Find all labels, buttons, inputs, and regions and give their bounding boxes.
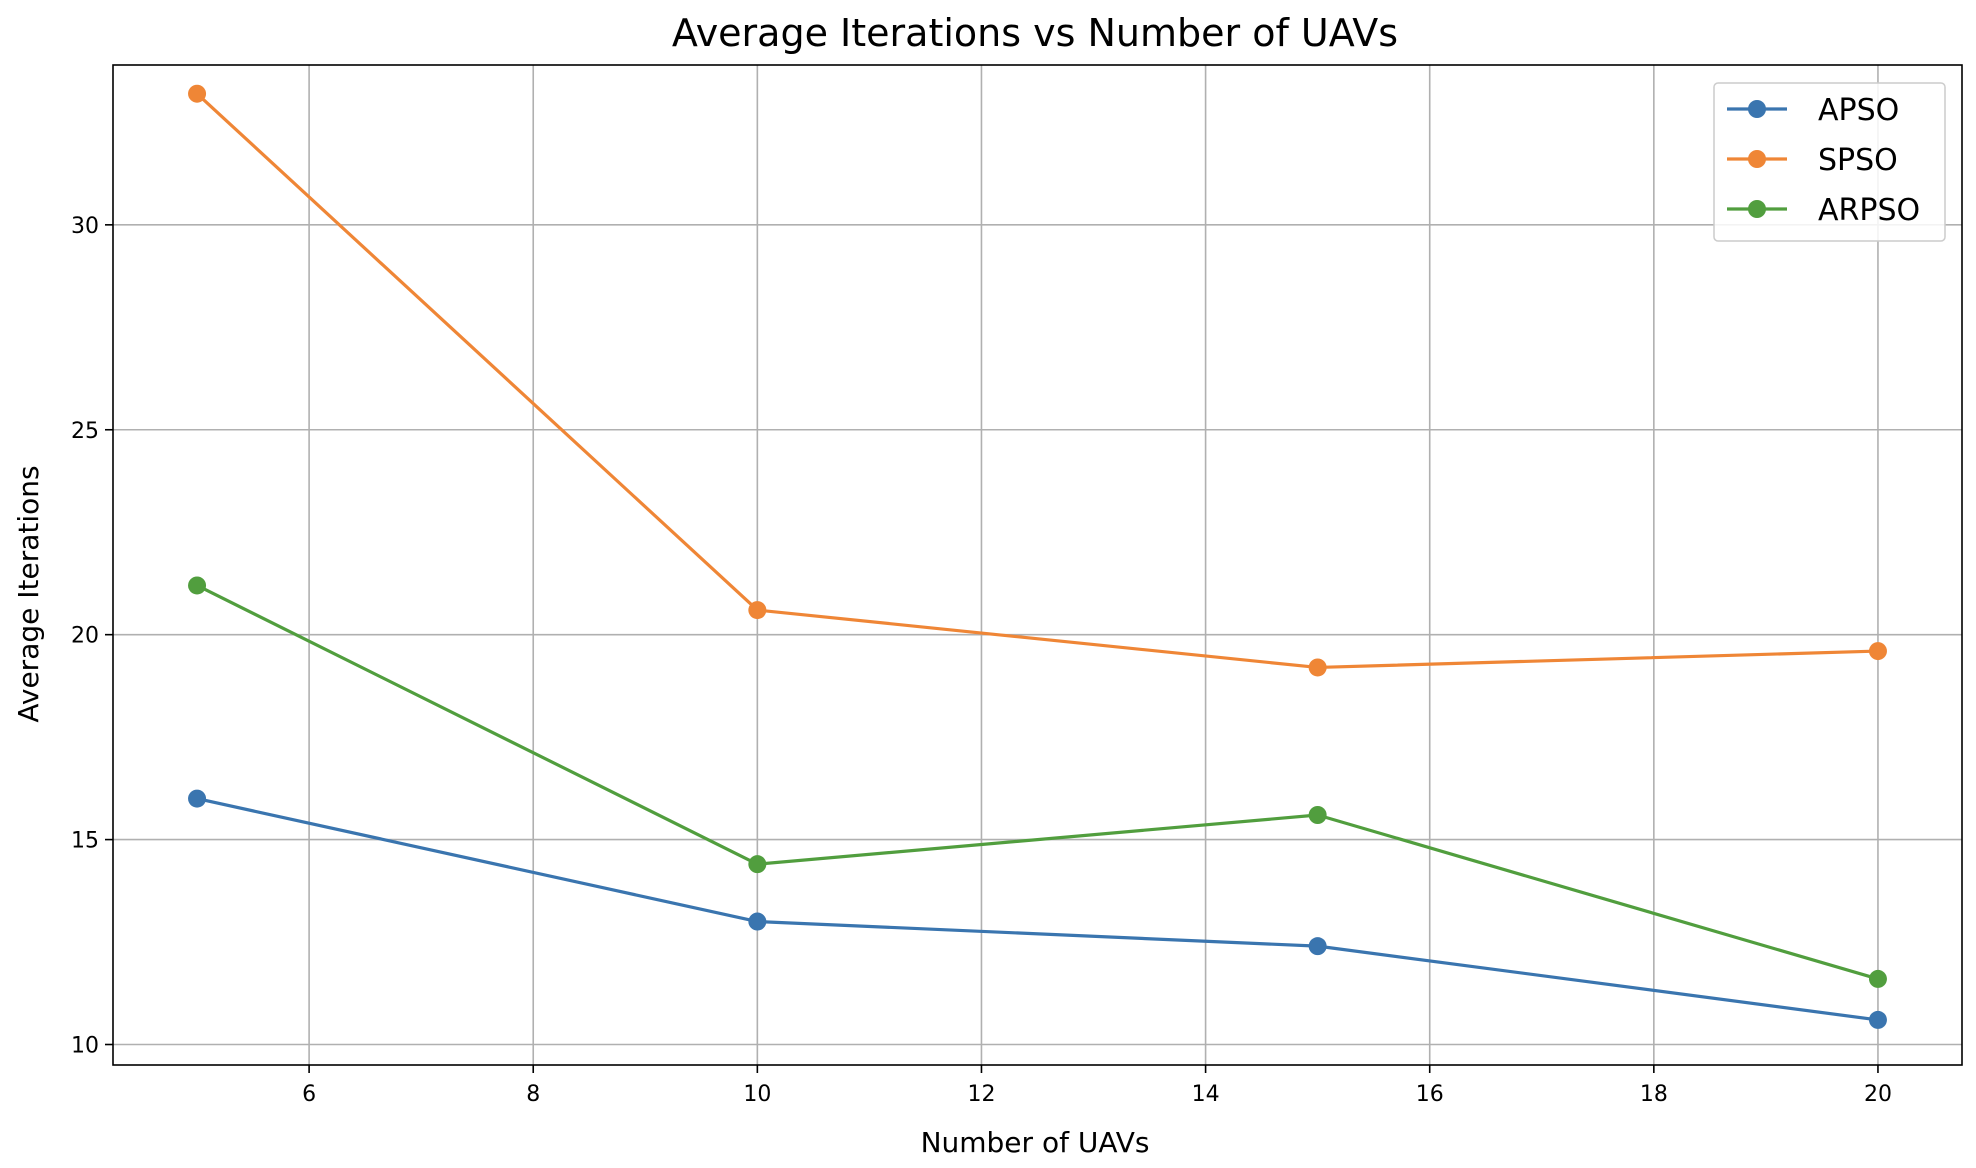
x-axis-title: Number of UAVs bbox=[921, 1126, 1150, 1159]
y-axis-title: Average Iterations bbox=[12, 465, 45, 722]
data-point-arpso bbox=[1868, 969, 1887, 988]
legend-item-spso: SPSO bbox=[1727, 143, 1898, 178]
series-apso bbox=[188, 789, 1887, 1029]
series-line-spso bbox=[195, 92, 1879, 670]
series-line-apso bbox=[196, 797, 1879, 1022]
data-point-spso bbox=[748, 601, 767, 620]
legend-swatch-marker bbox=[1748, 100, 1766, 118]
series-line-arpso bbox=[196, 584, 1879, 981]
data-point-arpso bbox=[188, 576, 207, 595]
data-point-spso bbox=[188, 84, 207, 103]
data-point-apso bbox=[1308, 937, 1327, 956]
legend-label: SPSO bbox=[1818, 143, 1898, 178]
data-point-arpso bbox=[748, 855, 767, 874]
x-tick-label: 18 bbox=[1640, 1082, 1668, 1107]
axis-ticks: 6 8 10 12 14 16 18 20 10 15 20 25 30 bbox=[71, 214, 1892, 1107]
chart-title: Average Iterations vs Number of UAVs bbox=[672, 11, 1398, 55]
data-point-spso bbox=[1308, 658, 1327, 677]
x-tick-label: 16 bbox=[1416, 1082, 1444, 1107]
series-layer bbox=[188, 84, 1887, 1029]
series-spso bbox=[188, 84, 1887, 677]
legend-item-arpso: ARPSO bbox=[1727, 193, 1920, 228]
y-tick-label: 20 bbox=[71, 624, 99, 649]
x-tick-label: 12 bbox=[967, 1082, 995, 1107]
data-point-spso bbox=[1868, 642, 1887, 661]
x-tick-label: 10 bbox=[743, 1082, 771, 1107]
data-point-arpso bbox=[1308, 806, 1327, 824]
legend-label: ARPSO bbox=[1818, 193, 1920, 228]
x-tick-label: 8 bbox=[526, 1082, 540, 1107]
legend-swatch-marker bbox=[1748, 200, 1766, 218]
series-arpso bbox=[188, 576, 1887, 988]
data-point-apso bbox=[188, 789, 207, 808]
x-tick-label: 6 bbox=[302, 1082, 316, 1107]
x-tick-label: 20 bbox=[1864, 1082, 1892, 1107]
legend-swatch-marker bbox=[1748, 150, 1766, 168]
legend-label: APSO bbox=[1818, 93, 1899, 128]
data-point-apso bbox=[1868, 1010, 1887, 1029]
y-tick-label: 25 bbox=[71, 419, 99, 444]
legend-box bbox=[1713, 82, 1946, 242]
data-point-apso bbox=[748, 912, 767, 931]
plot-frame bbox=[112, 64, 1963, 1066]
y-tick-label: 15 bbox=[71, 829, 99, 854]
y-tick-label: 10 bbox=[71, 1034, 99, 1059]
x-tick-label: 14 bbox=[1192, 1082, 1220, 1107]
legend: APSO SPSO ARPSO bbox=[1713, 82, 1946, 242]
legend-item-apso: APSO bbox=[1727, 93, 1899, 128]
y-tick-label: 30 bbox=[71, 214, 99, 239]
legend-items: APSO SPSO ARPSO bbox=[1727, 93, 1920, 228]
